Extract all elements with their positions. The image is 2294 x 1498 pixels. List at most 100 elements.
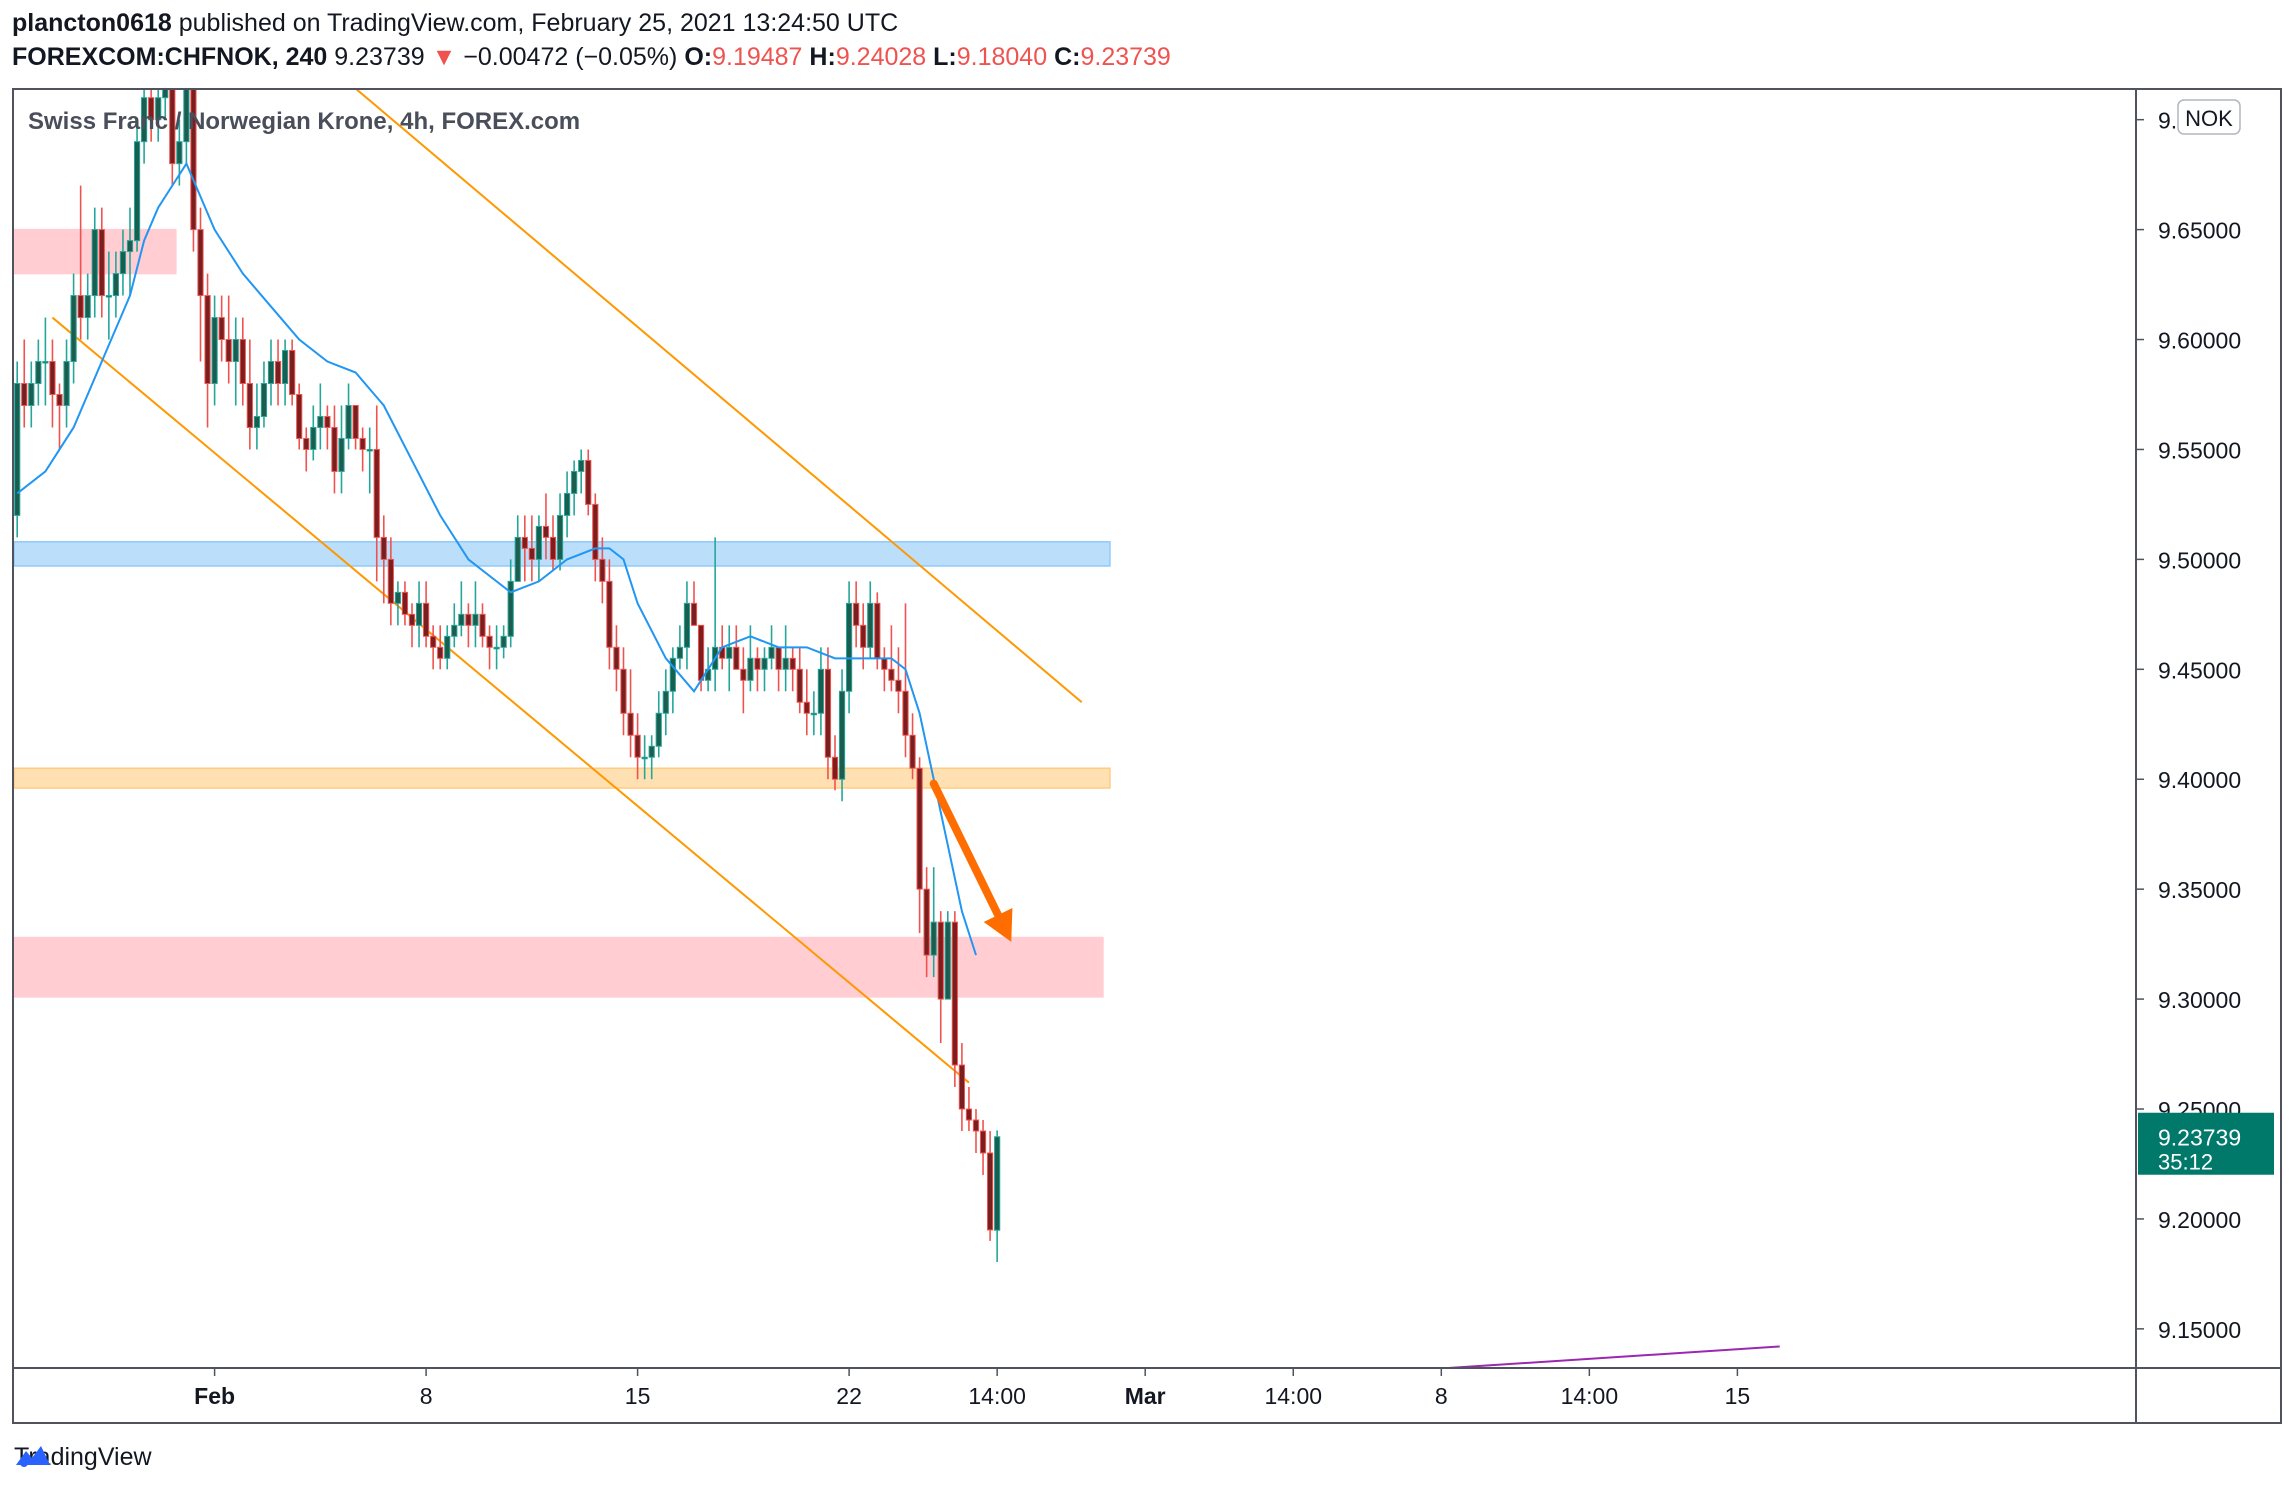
- candle-body: [740, 668, 747, 681]
- candle-body: [479, 613, 486, 637]
- candle-body: [965, 1108, 973, 1121]
- candle: [662, 669, 669, 736]
- candle: [994, 1130, 1001, 1263]
- candle-body: [63, 361, 70, 406]
- candle-body: [958, 1064, 965, 1110]
- candle: [556, 493, 564, 571]
- candle: [895, 647, 902, 714]
- chart-frame[interactable]: [12, 88, 2282, 1424]
- publisher-name[interactable]: plancton0618: [12, 9, 172, 37]
- candle: [923, 867, 930, 978]
- last-price-label: 9.23739: [2158, 1125, 2241, 1151]
- candle-body: [197, 229, 204, 297]
- candle: [119, 229, 127, 296]
- candle-body: [846, 602, 853, 692]
- candle-body: [676, 646, 683, 659]
- candle-body: [91, 229, 98, 297]
- candle-body: [317, 415, 324, 428]
- candle-body: [366, 448, 373, 452]
- candle: [972, 1109, 980, 1153]
- candle: [535, 515, 542, 582]
- candle-body: [204, 295, 211, 385]
- symbol-label: FOREXCOM:CHFNOK, 240: [12, 43, 328, 71]
- candle-body: [810, 712, 817, 716]
- candle: [803, 669, 810, 736]
- candle-body: [514, 536, 521, 582]
- candle: [585, 449, 592, 516]
- candle-body: [98, 229, 105, 297]
- candle-body: [289, 350, 296, 395]
- candle: [486, 625, 493, 670]
- high-label: H:: [809, 43, 836, 71]
- tradingview-logo-icon[interactable]: [14, 1443, 52, 1469]
- y-tick-label: 9.40000: [2158, 767, 2241, 793]
- open-value: 9.19487: [712, 43, 803, 71]
- candle: [345, 383, 352, 450]
- candle-body: [77, 295, 84, 319]
- candle: [274, 339, 282, 406]
- candle-body: [979, 1130, 987, 1154]
- candle: [853, 581, 860, 648]
- candle-body: [944, 921, 951, 1000]
- chart-header: plancton0618 published on TradingView.co…: [12, 6, 1171, 74]
- candle-body: [535, 525, 542, 560]
- candle: [606, 559, 613, 670]
- candle: [733, 625, 740, 670]
- candle-body: [126, 240, 134, 253]
- currency-badge-box: [2177, 99, 2241, 135]
- candle-body: [860, 624, 867, 648]
- candle-body: [225, 339, 232, 363]
- candle-body: [232, 339, 239, 363]
- candle: [42, 317, 49, 406]
- candles: [14, 90, 1001, 1263]
- candle: [747, 625, 754, 692]
- candle-body: [768, 646, 775, 659]
- candle: [211, 295, 218, 406]
- candle-body: [148, 97, 155, 121]
- candle: [197, 207, 204, 362]
- candle-body: [211, 317, 218, 385]
- candle: [465, 603, 472, 648]
- candle-body: [726, 646, 733, 659]
- candle: [366, 427, 373, 494]
- candle: [14, 361, 21, 538]
- candle: [810, 691, 817, 736]
- candle: [458, 581, 465, 637]
- y-tick-label: 9.35000: [2158, 877, 2241, 903]
- y-tick-label: 9.50000: [2158, 547, 2241, 573]
- candle-body: [486, 635, 493, 648]
- candle-body: [697, 624, 705, 681]
- candle: [56, 383, 63, 450]
- candle: [204, 273, 211, 428]
- candle: [63, 339, 70, 428]
- candle: [867, 581, 874, 659]
- chart-title: Swiss Franc / Norwegian Krone, 4h, FOREX…: [28, 108, 580, 135]
- candle-body: [49, 361, 56, 395]
- candle-body: [500, 635, 507, 648]
- candle-body: [380, 536, 387, 560]
- candle-body: [155, 97, 162, 121]
- candle: [84, 273, 91, 340]
- price-chart[interactable]: 9.700009.650009.600009.550009.500009.450…: [0, 0, 2294, 1440]
- candle: [514, 515, 521, 582]
- candle-body: [789, 657, 796, 670]
- candle: [472, 581, 479, 648]
- candle-body: [888, 668, 895, 681]
- candle-body: [951, 921, 958, 1066]
- candle: [296, 383, 303, 450]
- candle-body: [824, 668, 832, 758]
- candle: [77, 185, 84, 340]
- change-down-icon: ▼: [431, 43, 457, 71]
- x-tick-label: 8: [420, 1383, 433, 1409]
- candle: [380, 515, 387, 604]
- candle-body: [119, 251, 127, 275]
- candle: [979, 1120, 987, 1175]
- candle: [126, 207, 134, 296]
- candle-body: [507, 580, 514, 637]
- candle: [155, 90, 162, 142]
- candle-body: [620, 668, 627, 714]
- candle: [902, 603, 909, 758]
- candle-body: [775, 646, 782, 670]
- footer: TradingView: [14, 1443, 152, 1472]
- candle: [331, 405, 338, 494]
